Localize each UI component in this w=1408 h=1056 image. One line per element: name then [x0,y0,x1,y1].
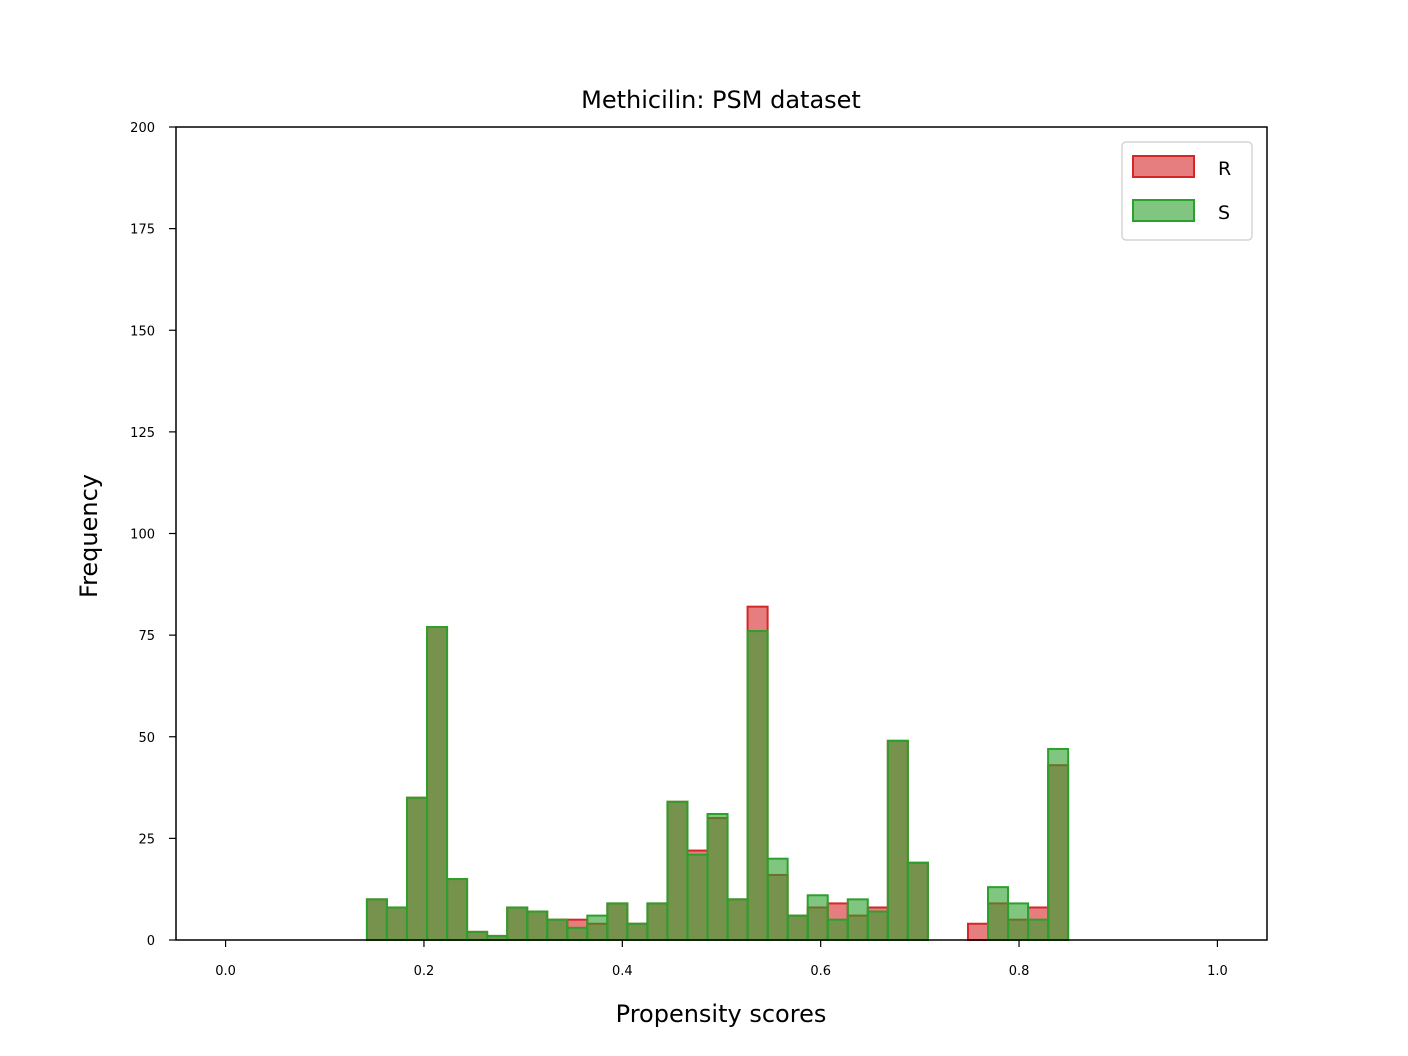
bar-s [826,918,849,941]
legend-swatch-s [1132,199,1195,222]
bar-s [646,902,669,941]
series-s-bars [365,626,1070,942]
x-axis-label: Propensity scores [616,1000,827,1028]
bar-s [886,739,909,941]
chart-title: Methicilin: PSM dataset [581,86,861,114]
bar-s [1027,918,1050,941]
y-tick-label: 75 [138,629,155,644]
bar-s [526,910,549,941]
bar-s [405,796,429,941]
y-tick-label: 200 [130,121,155,136]
bar-s [1007,902,1030,941]
bar-s [1047,747,1070,942]
y-tick-label: 150 [130,324,155,339]
bar-s [365,898,388,941]
x-tick-label: 0.6 [810,964,831,979]
bar-s [466,930,489,941]
bar-s [786,914,809,941]
y-tick-label: 100 [130,528,155,543]
y-tick-label: 25 [138,832,155,847]
legend: R S [1121,141,1253,241]
bar-s [566,926,589,941]
bar-s [546,918,569,941]
bar-s [746,630,769,941]
x-tick-label: 0.4 [612,964,633,979]
plot-frame [175,126,1268,941]
bar-s [766,857,789,942]
bar-s [706,812,729,941]
bar-s [686,853,709,942]
y-tick-label: 175 [130,223,155,238]
x-tick-label: 0.2 [414,964,435,979]
bar-s [806,894,829,942]
y-tick-label: 50 [138,731,155,746]
bar-s [446,878,469,942]
legend-label-s: S [1218,202,1230,224]
x-axis-ticks: 0.0 0.2 0.4 0.6 0.8 1.0 [215,940,1228,979]
bar-s [426,626,449,941]
bar-s [906,861,929,942]
y-tick-label: 0 [147,934,155,949]
bar-s [726,898,749,941]
x-tick-label: 0.0 [215,964,236,979]
bar-s [506,906,529,941]
bar-s [866,910,889,941]
legend-swatch-r [1132,155,1195,178]
legend-label-r: R [1218,158,1231,180]
bar-s [846,898,869,941]
x-tick-label: 1.0 [1207,964,1228,979]
bar-s [586,914,609,941]
bar-s [385,906,408,941]
x-tick-label: 0.8 [1009,964,1030,979]
bar-s [666,800,689,941]
y-tick-label: 125 [130,426,155,441]
bar-s [987,886,1010,942]
y-axis-label: Frequency [75,474,103,598]
y-axis-ticks: 0 25 50 75 100 125 150 175 200 [130,121,176,949]
bar-s [626,922,649,941]
bar-r [966,922,989,941]
bar-s [606,902,629,941]
